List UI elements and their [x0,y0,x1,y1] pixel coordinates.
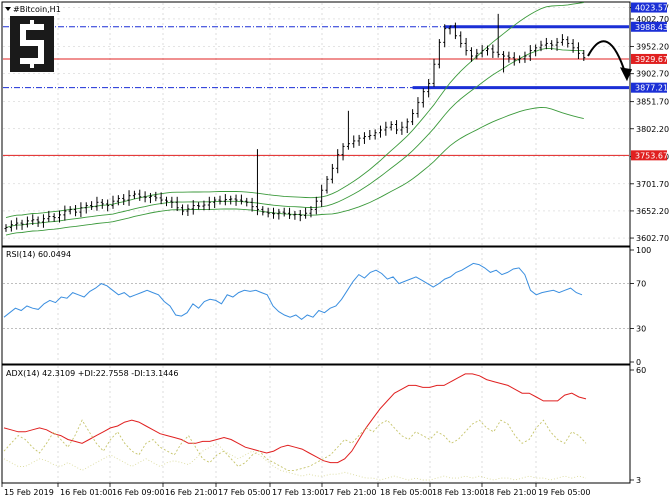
adx-tick-label: 60 [636,366,646,375]
x-axis-labels: 15 Feb 2019 16 Feb 01:00 16 Feb 09:00 16 Fe… [1,483,590,497]
price-tag-label: 3753.67 [635,151,668,160]
x-tick-label: 19 Feb 05:00 [538,488,590,497]
projection-arrow [587,40,632,82]
projection-arrowhead [620,67,632,82]
adx-panel [1,364,631,484]
projection-curve [587,40,627,76]
price-panel-title: #Bitcoin,H1 [5,5,61,14]
x-tick-label: 16 Feb 01:00 [60,488,112,497]
y-tick-label: 3602.70 [636,234,669,243]
y-tick-label: 3952.20 [636,43,669,52]
rsi-panel [1,246,631,365]
y-tick-label: 3652.20 [636,207,669,216]
x-tick-label: 15 Feb 2019 [4,488,54,497]
price-tags: 4023.57 3988.43 3929.67 3877.21 3753.67 [631,2,668,161]
support-resistance-bands [412,25,629,90]
adx-tick-label: 3 [636,476,641,485]
y-axis-labels: 4023.57 4002.70 3952.20 3902.70 3851.70 3802.… [630,4,669,485]
y-tick-label: 3902.70 [636,70,669,79]
rsi-tick-label: 100 [636,246,651,255]
price-tag-label: 3929.67 [635,55,668,64]
stylized-s-logo-icon [10,16,54,72]
y-tick-label: 3851.70 [636,98,669,107]
rsi-indicator [3,262,583,321]
adx-series-adx [3,373,587,464]
price-tag-label: 4023.57 [635,4,668,13]
rsi-line [3,262,583,321]
grid-lines [3,3,629,482]
price-tag-box [631,21,667,32]
bollinger-middle [5,47,584,228]
price-tag-label: 3988.43 [635,23,668,32]
y-tick-label: 3701.70 [636,180,669,189]
x-tick-label: 17 Feb 21:00 [324,488,376,497]
rsi-tick-label: 70 [636,280,646,289]
adx-series-di [3,442,587,481]
price-tag-label: 3877.21 [635,84,668,93]
y-tick-label: 4002.70 [636,15,669,24]
rsi-title: RSI(14) 60.0494 [6,250,71,259]
candlesticks [4,13,586,232]
adx-title: ADX(14) 42.3109 +DI:22.7558 -DI:13.1446 [6,369,178,378]
x-tick-label: 17 Feb 05:00 [218,488,270,497]
x-tick-label: 17 Feb 13:00 [272,488,324,497]
x-tick-label: 18 Feb 13:00 [432,488,484,497]
rsi-tick-label: 30 [636,324,646,333]
rsi-tick-label: 0 [636,358,641,367]
price-tag-box [631,82,667,93]
x-tick-label: 16 Feb 21:00 [165,488,217,497]
x-tick-label: 18 Feb 21:00 [484,488,536,497]
price-tag-box [631,53,667,64]
adx-series-di [3,419,587,471]
adx-indicator [3,373,587,481]
symbol-title: #Bitcoin,H1 [13,5,61,14]
x-tick-label: 16 Feb 09:00 [112,488,164,497]
price-tag-box [631,150,667,161]
price-tag-box [631,2,667,13]
dropdown-arrow-icon [5,7,11,11]
y-tick-label: 3802.20 [636,125,669,134]
x-tick-label: 18 Feb 05:00 [380,488,432,497]
